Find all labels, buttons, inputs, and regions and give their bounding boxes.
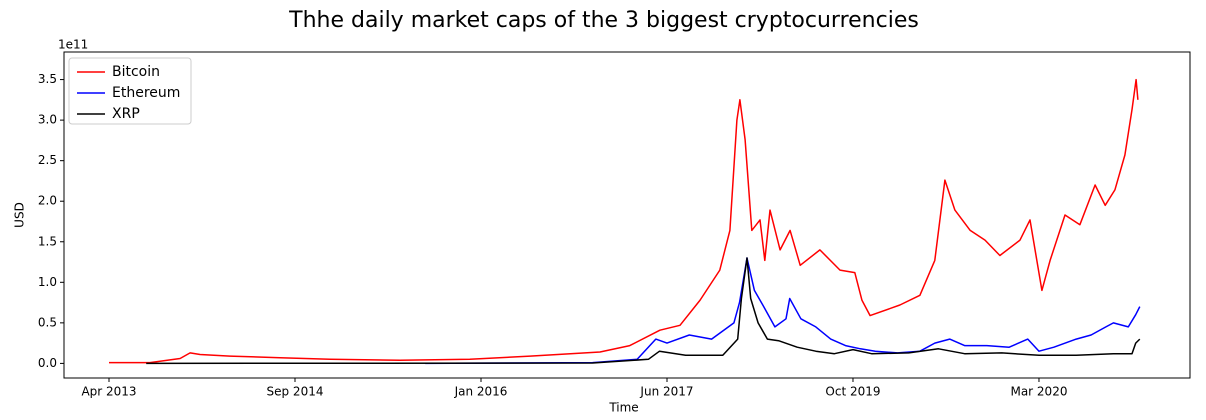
x-tick-label: Jun 2017 — [639, 385, 693, 399]
line-series — [109, 78, 1139, 364]
x-tick-label: Apr 2013 — [81, 385, 136, 399]
legend-box — [68, 57, 192, 125]
chart-title: Thhe daily market caps of the 3 biggest … — [288, 8, 919, 33]
x-tick-label: Sep 2014 — [267, 385, 324, 399]
y-tick-label: 2.0 — [38, 194, 57, 208]
legend-label: XRP — [112, 106, 140, 122]
legend-label: Ethereum — [112, 85, 180, 101]
plot-frame — [63, 51, 1191, 379]
x-tick-label: Oct 2019 — [825, 385, 880, 399]
y-tick-label: 2.5 — [38, 153, 57, 167]
x-tick-label: Mar 2020 — [1010, 385, 1067, 399]
line-series — [425, 257, 1141, 365]
y-tick-label: 3.5 — [38, 72, 57, 86]
x-tick-label: Jan 2016 — [454, 385, 508, 399]
y-axis-label: USD — [13, 202, 27, 228]
y-tick-label: 3.0 — [38, 113, 57, 127]
legend-label: Bitcoin — [112, 64, 160, 80]
y-tick-label: 1.0 — [38, 275, 57, 289]
y-tick-label: 0.0 — [38, 356, 57, 370]
y-offset-label: 1e11 — [58, 38, 88, 52]
line-series — [146, 257, 1141, 365]
y-tick-label: 1.5 — [38, 234, 57, 248]
y-tick-label: 0.5 — [38, 315, 57, 329]
x-axis-label: Time — [608, 401, 638, 415]
